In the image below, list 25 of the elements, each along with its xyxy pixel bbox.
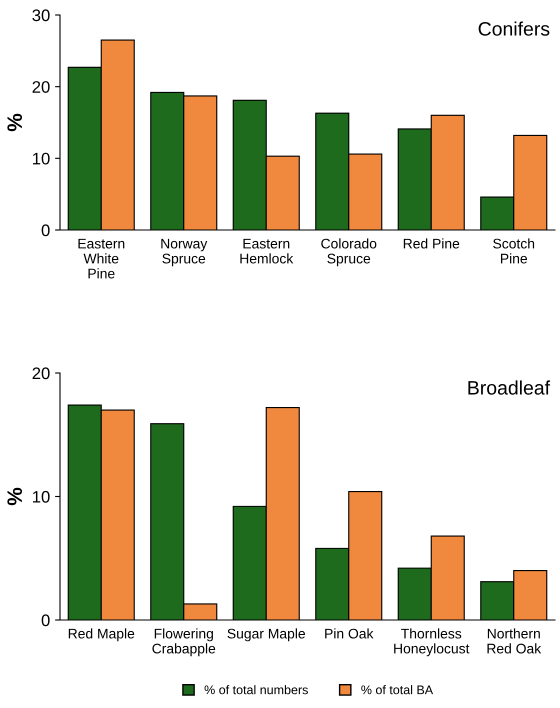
x-tick-label: Colorado Spruce — [321, 238, 376, 266]
y-tick-label: 20 — [32, 81, 50, 93]
chart-title: Conifers — [478, 21, 550, 36]
x-tick-label: Red Pine — [404, 238, 460, 249]
x-tick-label: Northern Red Oak — [487, 628, 542, 654]
x-tick-label: Scotch Pine — [493, 238, 534, 264]
x-tick-label: Flowering Crabapple — [152, 628, 216, 656]
y-tick-label: 10 — [33, 490, 50, 503]
y-tick-label: 30 — [32, 9, 50, 22]
x-tick-label: Red Maple — [68, 628, 134, 642]
x-tick-label: Pin Oak — [325, 628, 374, 639]
y-tick-label: 10 — [33, 152, 50, 165]
legend-label: % of total BA — [361, 685, 434, 694]
y-tick-label: 0 — [42, 614, 50, 626]
x-tick-label: Thornless Honeylocust — [394, 628, 470, 656]
x-tick-label: Eastern Hemlock — [240, 238, 294, 264]
y-tick-label: 0 — [42, 224, 50, 236]
y-axis-title: % — [7, 488, 22, 506]
legend-label: % of total numbers — [204, 685, 308, 694]
x-tick-label: Sugar Maple — [228, 628, 306, 642]
x-tick-label: Norway Spruce — [161, 238, 208, 266]
y-tick-label: 20 — [32, 367, 50, 380]
chart-title: Broadleaf — [468, 380, 550, 395]
x-tick-label: Eastern White Pine — [78, 238, 124, 278]
y-axis-title: % — [7, 114, 22, 132]
